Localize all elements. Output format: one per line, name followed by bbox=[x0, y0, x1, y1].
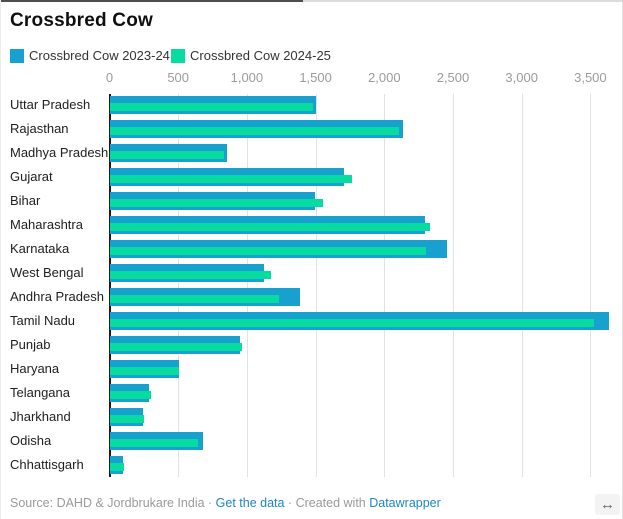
x-tick-label: 0 bbox=[105, 70, 114, 85]
gridline bbox=[521, 94, 523, 477]
bar-2024-25[interactable] bbox=[110, 151, 225, 159]
footer-source-name: DAHD & Jordbrukare India bbox=[56, 496, 205, 510]
state-label: Chhattisgarh bbox=[10, 457, 84, 472]
x-tick-label: 3,500 bbox=[574, 70, 607, 85]
x-tick-label: 3,000 bbox=[505, 70, 538, 85]
gridline bbox=[246, 94, 248, 477]
state-label: Rajasthan bbox=[10, 121, 69, 136]
state-label: Odisha bbox=[10, 433, 52, 448]
x-tick-label: 1,500 bbox=[299, 70, 332, 85]
state-label: Karnataka bbox=[10, 241, 70, 256]
chart-title: Crossbred Cow bbox=[10, 10, 154, 31]
gridline bbox=[178, 94, 180, 477]
x-tick-label: 500 bbox=[167, 70, 190, 85]
legend-item-2023-24: Crossbred Cow 2023-24 bbox=[10, 49, 170, 63]
footer-separator-2: · bbox=[284, 496, 296, 510]
x-tick-label: 2,000 bbox=[368, 70, 401, 85]
bar-2024-25[interactable] bbox=[110, 103, 314, 111]
footer-created-prefix: Created with bbox=[295, 496, 370, 510]
state-label: Bihar bbox=[10, 193, 41, 208]
zero-baseline bbox=[108, 94, 111, 477]
footer-source-prefix: Source: bbox=[10, 496, 57, 510]
state-label: Madhya Pradesh bbox=[10, 145, 109, 160]
footer-separator-1: · bbox=[204, 496, 216, 510]
legend-swatch-2024-25 bbox=[171, 49, 185, 63]
bar-2024-25[interactable] bbox=[110, 319, 594, 327]
state-label: Maharashtra bbox=[10, 217, 83, 232]
x-tick-label: 2,500 bbox=[436, 70, 470, 85]
state-label: Gujarat bbox=[10, 169, 53, 184]
bar-2024-25[interactable] bbox=[110, 271, 271, 279]
legend-label-2024-25: Crossbred Cow 2024-25 bbox=[190, 48, 331, 63]
legend-label-2023-24: Crossbred Cow 2023-24 bbox=[29, 48, 170, 63]
bar-2024-25[interactable] bbox=[110, 463, 124, 471]
bar-2024-25[interactable] bbox=[110, 247, 427, 255]
state-label: West Bengal bbox=[10, 265, 84, 280]
state-label: Telangana bbox=[10, 385, 70, 400]
footer: Source: DAHD & Jordbrukare India · Get t… bbox=[10, 496, 441, 510]
left-border bbox=[0, 0, 1, 519]
state-label: Punjab bbox=[10, 337, 51, 352]
bar-2024-25[interactable] bbox=[110, 343, 242, 351]
state-label: Tamil Nadu bbox=[10, 313, 76, 328]
x-tick-label: 1,000 bbox=[230, 70, 264, 85]
top-border-dark-segment bbox=[0, 0, 303, 2]
state-label: Andhra Pradesh bbox=[10, 289, 104, 304]
gridline bbox=[590, 94, 592, 477]
bar-2024-25[interactable] bbox=[110, 439, 198, 447]
top-border-light-segment bbox=[303, 0, 623, 2]
bar-2024-25[interactable] bbox=[110, 127, 399, 135]
bar-2024-25[interactable] bbox=[110, 415, 145, 423]
bar-2024-25[interactable] bbox=[110, 175, 352, 183]
state-label: Uttar Pradesh bbox=[10, 97, 91, 112]
get-the-data-link[interactable]: Get the data bbox=[215, 496, 285, 510]
datawrapper-link[interactable]: Datawrapper bbox=[369, 496, 441, 510]
bar-2024-25[interactable] bbox=[110, 199, 323, 207]
legend-item-2024-25: Crossbred Cow 2024-25 bbox=[171, 49, 331, 63]
state-label: Haryana bbox=[10, 361, 60, 376]
resize-handle[interactable]: ↔ bbox=[595, 494, 620, 515]
gridline bbox=[315, 94, 317, 477]
gridline bbox=[384, 94, 386, 477]
bar-2024-25[interactable] bbox=[110, 295, 279, 303]
bar-2024-25[interactable] bbox=[110, 223, 431, 231]
legend-swatch-2023-24 bbox=[10, 49, 24, 63]
gridline bbox=[453, 94, 454, 477]
bar-2024-25[interactable] bbox=[110, 367, 180, 375]
bar-2024-25[interactable] bbox=[110, 391, 151, 399]
resize-arrows-icon: ↔ bbox=[600, 496, 615, 513]
state-label: Jharkhand bbox=[10, 409, 71, 424]
